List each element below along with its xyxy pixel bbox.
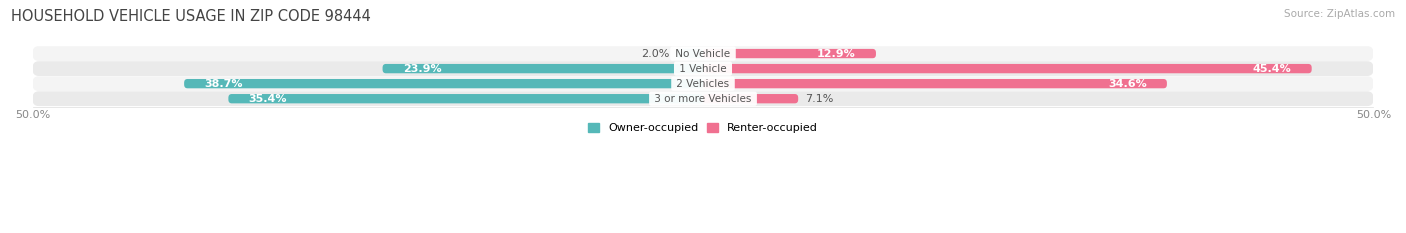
- FancyBboxPatch shape: [703, 94, 799, 103]
- FancyBboxPatch shape: [184, 79, 703, 88]
- Legend: Owner-occupied, Renter-occupied: Owner-occupied, Renter-occupied: [588, 123, 818, 134]
- Text: Source: ZipAtlas.com: Source: ZipAtlas.com: [1284, 9, 1395, 19]
- Text: 23.9%: 23.9%: [402, 64, 441, 74]
- Text: No Vehicle: No Vehicle: [672, 48, 734, 58]
- Text: 2.0%: 2.0%: [641, 48, 669, 58]
- FancyBboxPatch shape: [703, 49, 876, 58]
- Text: 35.4%: 35.4%: [249, 94, 287, 104]
- Text: HOUSEHOLD VEHICLE USAGE IN ZIP CODE 98444: HOUSEHOLD VEHICLE USAGE IN ZIP CODE 9844…: [11, 9, 371, 24]
- FancyBboxPatch shape: [703, 64, 1312, 73]
- FancyBboxPatch shape: [382, 64, 703, 73]
- FancyBboxPatch shape: [32, 91, 1374, 106]
- Text: 34.6%: 34.6%: [1108, 79, 1147, 89]
- FancyBboxPatch shape: [703, 79, 1167, 88]
- FancyBboxPatch shape: [32, 61, 1374, 76]
- Text: 1 Vehicle: 1 Vehicle: [676, 64, 730, 74]
- FancyBboxPatch shape: [676, 49, 703, 58]
- Text: 3 or more Vehicles: 3 or more Vehicles: [651, 94, 755, 104]
- FancyBboxPatch shape: [32, 76, 1374, 91]
- Text: 45.4%: 45.4%: [1253, 64, 1292, 74]
- Text: 38.7%: 38.7%: [204, 79, 243, 89]
- Text: 2 Vehicles: 2 Vehicles: [673, 79, 733, 89]
- FancyBboxPatch shape: [228, 94, 703, 103]
- Text: 7.1%: 7.1%: [804, 94, 834, 104]
- FancyBboxPatch shape: [32, 46, 1374, 61]
- Text: 12.9%: 12.9%: [817, 48, 856, 58]
